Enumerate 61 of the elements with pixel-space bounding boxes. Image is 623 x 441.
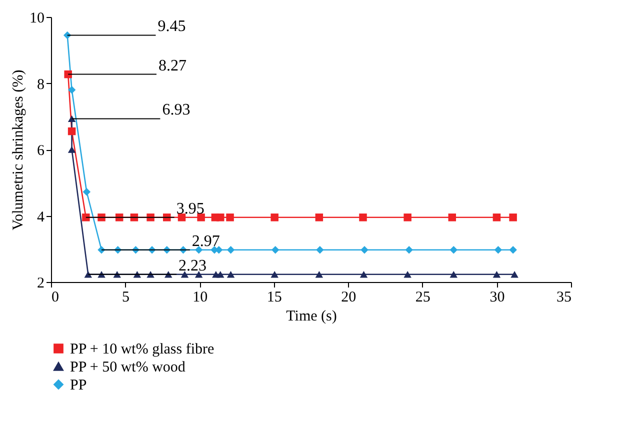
point [450, 271, 458, 278]
point [226, 214, 234, 222]
annotation: 2.23 [178, 257, 207, 274]
annotation: 8.27 [158, 57, 186, 74]
legend-label: PP [70, 378, 87, 394]
point [270, 271, 278, 278]
point [492, 214, 501, 222]
point [178, 214, 186, 222]
x-axis-title: Time (s) [286, 308, 337, 324]
point [82, 188, 91, 196]
point [226, 271, 235, 278]
point [197, 214, 205, 222]
point [404, 271, 412, 278]
point [405, 246, 413, 254]
point [492, 271, 501, 278]
point [180, 271, 189, 278]
legend-label: PP + 10 wt% glass fibre [70, 342, 214, 358]
point [359, 214, 367, 222]
x-tick-label: 5 [122, 290, 130, 306]
y-tick-label: 10 [30, 10, 44, 26]
x-tick-label: 35 [556, 290, 572, 306]
point [68, 146, 76, 153]
point [216, 271, 224, 278]
point [82, 214, 90, 222]
point [316, 246, 324, 254]
point [360, 271, 368, 278]
point [360, 246, 368, 254]
point [68, 86, 76, 94]
point [64, 70, 72, 78]
point [216, 214, 224, 222]
annotation: 6.93 [162, 102, 190, 119]
point [494, 246, 502, 254]
x-tick-label: 30 [490, 290, 505, 306]
point [194, 271, 203, 278]
x-tick-label: 20 [341, 290, 356, 306]
x-tick-label: 15 [266, 290, 282, 306]
annotation: 3.95 [176, 200, 204, 218]
point [315, 214, 324, 222]
point [509, 214, 517, 222]
point [315, 271, 324, 278]
y-axis-title: Volumetric shrinkages (%) [10, 70, 26, 230]
point [510, 271, 518, 278]
point [450, 246, 458, 254]
point [509, 246, 517, 254]
point [270, 214, 278, 222]
legend-label: PP + 50 wt% wood [70, 360, 186, 376]
point [68, 115, 76, 122]
x-tick-label: 10 [192, 290, 208, 306]
point [404, 214, 412, 222]
y-tick-label: 8 [37, 76, 44, 93]
x-tick-label: 25 [415, 290, 430, 306]
point [226, 246, 235, 254]
x-tick-label: 0 [52, 290, 59, 306]
annotation: 2.97 [192, 232, 220, 250]
y-tick-label: 2 [37, 276, 44, 292]
point [271, 246, 280, 254]
point [68, 127, 76, 136]
point [448, 214, 456, 222]
annotation: 9.45 [158, 18, 186, 36]
y-tick-label: 4 [37, 209, 45, 226]
y-tick-label: 6 [37, 143, 45, 159]
